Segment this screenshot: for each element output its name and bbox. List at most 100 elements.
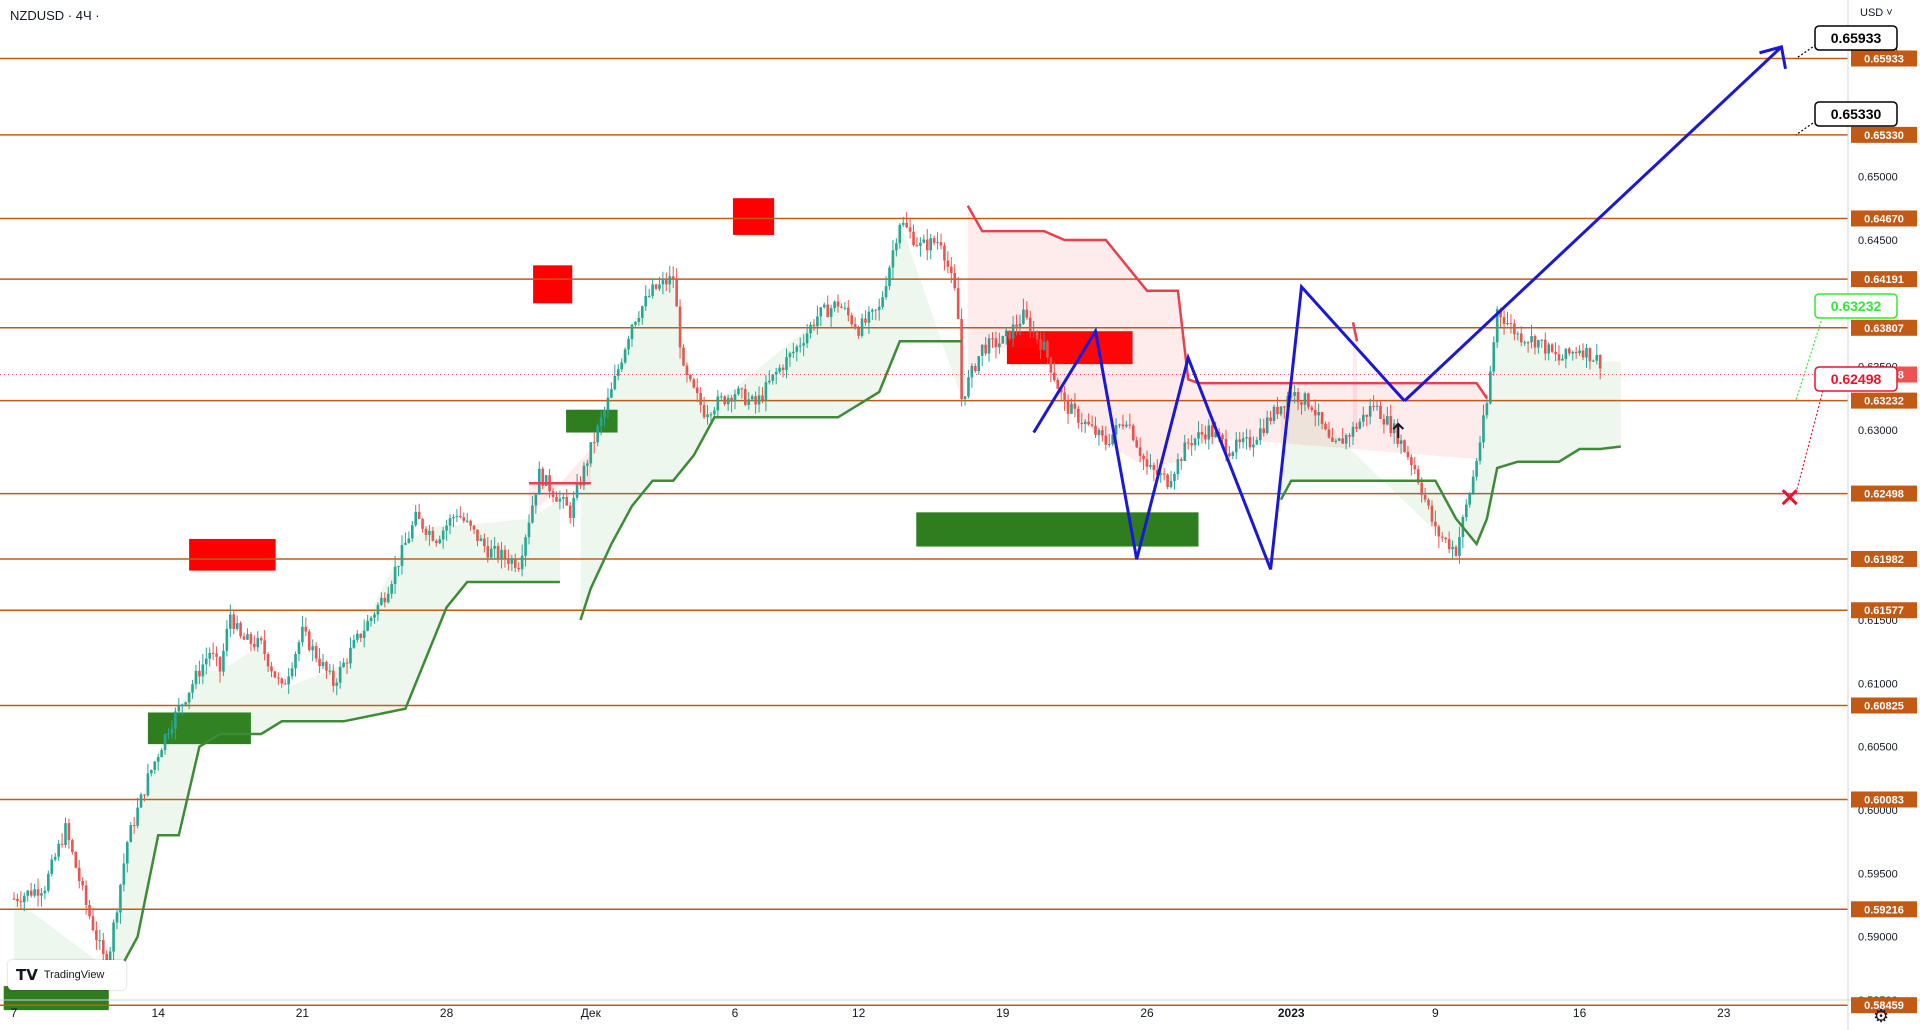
candle (836, 294, 840, 313)
candle (761, 387, 764, 404)
candle-body (761, 395, 764, 401)
candle-body (1595, 355, 1599, 361)
candle (847, 300, 850, 322)
zone-rect (732, 198, 775, 235)
candle (1492, 336, 1496, 376)
candle (606, 388, 610, 419)
candle (1149, 454, 1152, 470)
candle-body (462, 517, 466, 521)
candle-body (1550, 344, 1554, 352)
candle (249, 632, 253, 652)
candle-body (871, 309, 874, 312)
candle-body (177, 705, 181, 712)
candle-body (1386, 416, 1389, 425)
candle (1176, 453, 1180, 480)
candle-body (939, 242, 943, 246)
candle (88, 900, 91, 920)
candle (1389, 404, 1393, 437)
currency-selector[interactable]: USD ˅ (1860, 7, 1893, 19)
candle (373, 611, 376, 624)
candle (64, 817, 67, 848)
gear-icon[interactable]: ⚙ (1873, 1006, 1890, 1026)
level-label-bg (1851, 901, 1917, 918)
candle-body (737, 388, 740, 395)
callout-leader (1795, 378, 1827, 494)
candle-body (84, 885, 88, 906)
candle-body (678, 306, 682, 348)
candle-body (349, 647, 352, 664)
candle (1300, 401, 1303, 415)
price-callout-stop: 0.62498 (1795, 366, 1898, 494)
candle (452, 514, 455, 528)
candle-body (1032, 331, 1035, 333)
candle (290, 662, 294, 680)
candle-body (788, 353, 792, 358)
candle (980, 344, 984, 367)
candle-body (778, 367, 781, 372)
candle-body (1578, 350, 1581, 354)
candle-body (922, 239, 926, 243)
candle (1543, 332, 1547, 361)
candle (194, 664, 198, 690)
candle-body (572, 497, 575, 518)
candle-body (932, 238, 936, 243)
candle (50, 854, 54, 877)
candle (881, 291, 884, 310)
candle-body (510, 558, 514, 564)
price-tick: 0.65000 (1858, 172, 1898, 184)
zone-rect (189, 538, 276, 571)
candle (507, 549, 510, 571)
candle-body (435, 540, 438, 544)
candle-body (644, 296, 648, 307)
candle (510, 554, 514, 571)
candle-body (465, 520, 469, 522)
candle (582, 461, 586, 491)
candle-body (1478, 442, 1482, 461)
candle (218, 656, 222, 683)
candle-body (1379, 405, 1382, 419)
candle (1210, 420, 1214, 445)
symbol-title[interactable]: NZDUSD · 4Ч · (10, 8, 100, 23)
candle (1025, 301, 1029, 321)
candle (1008, 330, 1011, 341)
candle-body (1296, 392, 1300, 403)
candle (974, 363, 977, 373)
candle-body (877, 306, 881, 311)
tradingview-logo[interactable]: TV TradingView (8, 960, 126, 990)
candle-body (101, 940, 105, 955)
level-label: 0.59216 (1864, 904, 1904, 916)
candle-body (1008, 330, 1011, 339)
candle-body (380, 597, 383, 605)
candle-body (163, 734, 167, 751)
candle-body (129, 825, 133, 843)
candle-body (424, 528, 428, 535)
candle-body (610, 389, 613, 398)
candle-body (1543, 339, 1547, 354)
candle (1564, 348, 1568, 369)
candle (809, 321, 812, 339)
candle-body (1149, 465, 1152, 467)
candle-body (1289, 395, 1293, 397)
candle-body (211, 652, 215, 654)
candle-body (826, 304, 829, 318)
candle-body (386, 593, 390, 603)
candle-body (771, 374, 775, 381)
candle (479, 534, 483, 542)
candle-body (208, 652, 211, 659)
time-axis: 7 14 21 28 Дек 6 12 19 26 2023 9 16 23 (11, 1006, 1731, 1020)
candle-body (562, 497, 565, 499)
candle-body (170, 728, 174, 734)
candle (1042, 332, 1046, 351)
candle (833, 300, 836, 312)
candle (1142, 453, 1145, 471)
candle (483, 533, 486, 553)
candle-body (822, 304, 826, 308)
candle (53, 853, 57, 862)
time-tick: 28 (440, 1006, 454, 1020)
candle (101, 932, 105, 961)
candle (23, 892, 26, 912)
candle-body (888, 267, 891, 287)
candle (349, 637, 352, 669)
candle-body (486, 546, 490, 558)
